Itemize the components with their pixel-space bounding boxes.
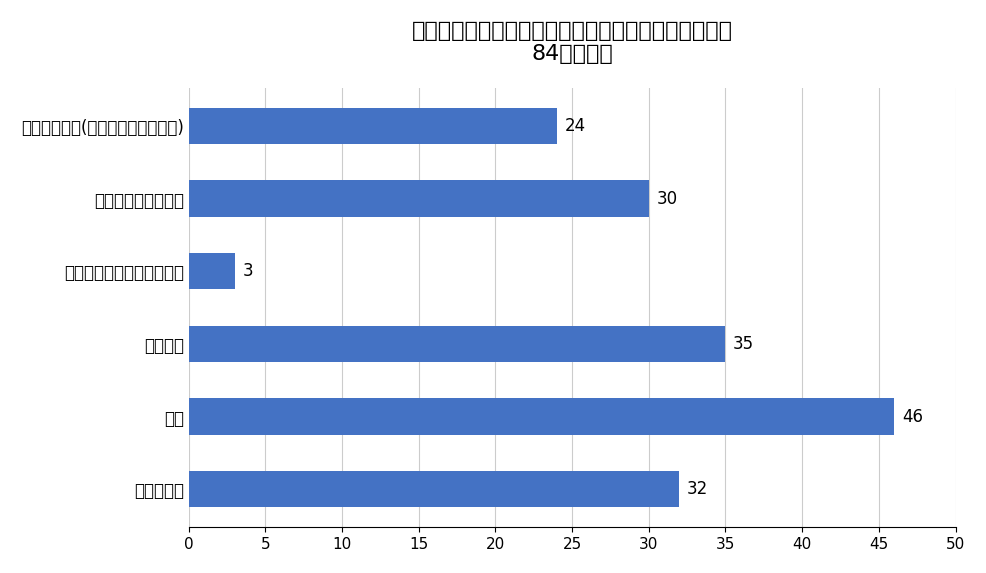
Bar [188,180,649,217]
Bar [188,471,679,508]
Bar [188,398,894,435]
Bar [188,108,557,144]
Bar [188,326,726,362]
Text: 35: 35 [734,335,754,353]
Text: 24: 24 [564,117,586,135]
Text: 32: 32 [687,480,708,499]
Title: 今後、受けてみたいと思う統合治療（複数回答あり）
84件の回答: 今後、受けてみたいと思う統合治療（複数回答あり） 84件の回答 [411,21,733,64]
Bar [188,253,235,289]
Text: 30: 30 [657,190,677,207]
Text: 3: 3 [243,262,252,280]
Text: 46: 46 [902,407,923,426]
